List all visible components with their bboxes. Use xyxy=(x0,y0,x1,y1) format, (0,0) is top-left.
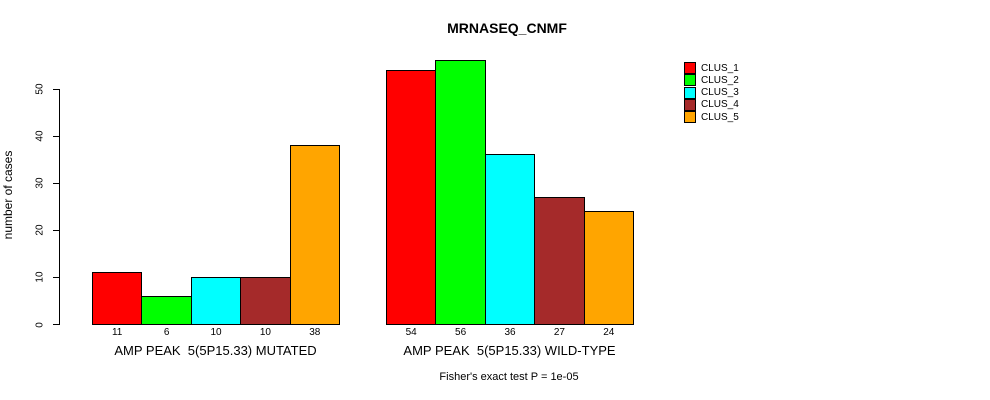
y-axis-tick-label: 0 xyxy=(34,321,46,328)
bar-value-label: 6 xyxy=(163,327,170,338)
y-axis-tick-label: 10 xyxy=(34,271,46,283)
bar-value-label: 56 xyxy=(455,327,467,338)
bar-clus_3-group2 xyxy=(484,154,536,325)
y-axis-line xyxy=(59,88,60,325)
legend-swatch-icon xyxy=(684,62,696,74)
bar-value-label: 10 xyxy=(210,327,222,338)
y-axis-tick-label: 20 xyxy=(34,224,46,236)
y-axis-tick-label: 50 xyxy=(34,83,46,95)
bar-clus_5-group1 xyxy=(289,145,340,325)
legend-label: CLUS_3 xyxy=(701,87,739,99)
bar-clus_5-group2 xyxy=(583,210,634,325)
group-label: AMP PEAK 5(5P15.33) MUTATED xyxy=(114,343,317,358)
group-label: AMP PEAK 5(5P15.33) WILD-TYPE xyxy=(403,343,616,358)
bar-value-label: 38 xyxy=(309,327,321,338)
legend-label: CLUS_5 xyxy=(701,111,739,123)
y-axis-label: number of cases xyxy=(1,150,15,240)
legend-item-clus_2: CLUS_2 xyxy=(684,74,739,87)
legend-item-clus_4: CLUS_4 xyxy=(684,98,739,111)
legend-swatch-icon xyxy=(684,86,696,99)
bar-value-label: 11 xyxy=(111,327,123,338)
bar-clus_1-group1 xyxy=(92,272,143,325)
bar-value-label: 27 xyxy=(553,327,565,338)
bar-value-label: 10 xyxy=(259,327,271,338)
chart-title: MRNASEQ_CNMF xyxy=(447,20,567,36)
y-axis-tick xyxy=(53,88,59,90)
legend-label: CLUS_2 xyxy=(701,74,739,86)
fisher-test-annotation: Fisher's exact test P = 1e-05 xyxy=(439,371,579,383)
y-axis-tick xyxy=(53,276,59,278)
bar-clus_3-group1 xyxy=(190,276,242,325)
bar-clus_2-group1 xyxy=(141,295,192,325)
legend-item-clus_5: CLUS_5 xyxy=(684,111,739,124)
legend-swatch-icon xyxy=(684,98,696,111)
bar-value-label: 36 xyxy=(504,327,516,338)
legend-label: CLUS_4 xyxy=(701,99,739,111)
legend-label: CLUS_1 xyxy=(701,62,739,74)
legend-item-clus_1: CLUS_1 xyxy=(684,62,739,74)
y-axis-tick-label: 30 xyxy=(34,177,46,189)
y-axis-tick xyxy=(53,229,59,231)
bar-clus_4-group2 xyxy=(534,196,585,325)
legend-item-clus_3: CLUS_3 xyxy=(684,86,739,99)
legend-swatch-icon xyxy=(684,111,696,124)
y-axis-tick xyxy=(53,135,59,137)
bar-clus_4-group1 xyxy=(240,276,291,325)
bar-clus_1-group2 xyxy=(386,69,437,325)
y-axis-tick xyxy=(53,182,59,184)
y-axis-tick-label: 40 xyxy=(34,130,46,142)
bar-value-label: 24 xyxy=(603,327,615,338)
bar-clus_2-group2 xyxy=(435,60,486,325)
legend-swatch-icon xyxy=(684,74,696,87)
bar-value-label: 54 xyxy=(405,327,417,338)
y-axis-tick xyxy=(53,324,59,325)
